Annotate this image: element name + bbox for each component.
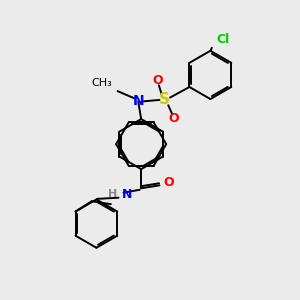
Text: Cl: Cl bbox=[216, 33, 230, 46]
Text: O: O bbox=[163, 176, 174, 189]
Text: CH₃: CH₃ bbox=[91, 78, 112, 88]
Text: H: H bbox=[108, 189, 118, 199]
Text: N: N bbox=[132, 94, 144, 108]
Text: N: N bbox=[122, 188, 133, 201]
Text: O: O bbox=[168, 112, 179, 125]
Text: S: S bbox=[159, 92, 170, 107]
Text: O: O bbox=[152, 74, 163, 87]
